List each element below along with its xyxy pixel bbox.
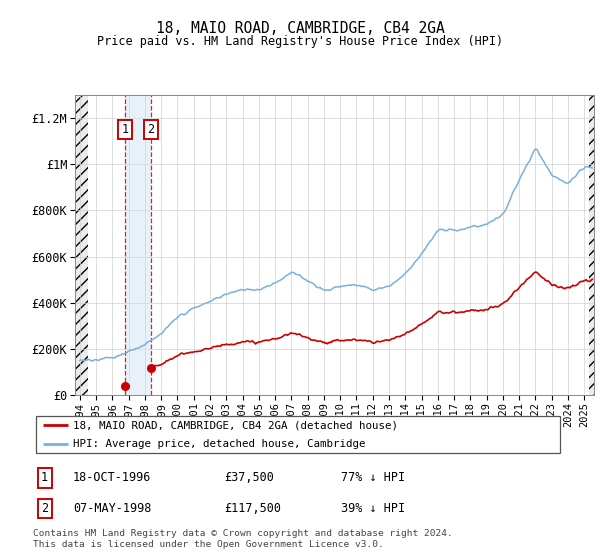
Text: Price paid vs. HM Land Registry's House Price Index (HPI): Price paid vs. HM Land Registry's House … bbox=[97, 35, 503, 48]
Text: 07-MAY-1998: 07-MAY-1998 bbox=[73, 502, 151, 515]
Bar bbox=[125, 95, 151, 395]
Text: £117,500: £117,500 bbox=[224, 502, 281, 515]
Text: 18, MAIO ROAD, CAMBRIDGE, CB4 2GA (detached house): 18, MAIO ROAD, CAMBRIDGE, CB4 2GA (detac… bbox=[73, 421, 398, 430]
Bar bbox=[75, 95, 88, 395]
FancyBboxPatch shape bbox=[35, 416, 560, 453]
Text: £37,500: £37,500 bbox=[224, 472, 274, 484]
Bar bbox=[589, 95, 594, 395]
Text: 77% ↓ HPI: 77% ↓ HPI bbox=[341, 472, 405, 484]
Text: HPI: Average price, detached house, Cambridge: HPI: Average price, detached house, Camb… bbox=[73, 439, 365, 449]
Text: 39% ↓ HPI: 39% ↓ HPI bbox=[341, 502, 405, 515]
Text: 1: 1 bbox=[41, 472, 48, 484]
Text: Contains HM Land Registry data © Crown copyright and database right 2024.
This d: Contains HM Land Registry data © Crown c… bbox=[33, 529, 453, 549]
Text: 2: 2 bbox=[41, 502, 48, 515]
Text: 18, MAIO ROAD, CAMBRIDGE, CB4 2GA: 18, MAIO ROAD, CAMBRIDGE, CB4 2GA bbox=[155, 21, 445, 36]
Text: 2: 2 bbox=[147, 123, 154, 136]
Text: 18-OCT-1996: 18-OCT-1996 bbox=[73, 472, 151, 484]
Text: 1: 1 bbox=[122, 123, 129, 136]
